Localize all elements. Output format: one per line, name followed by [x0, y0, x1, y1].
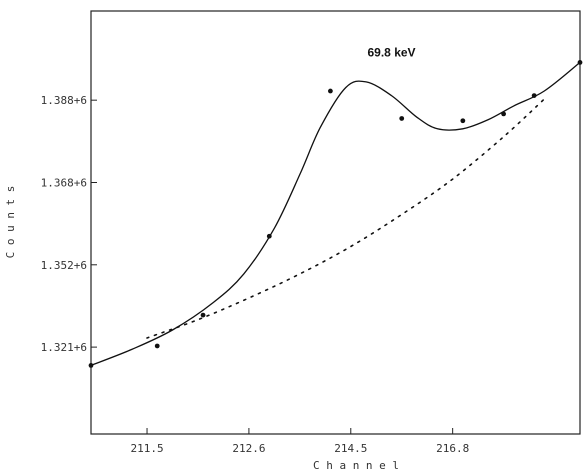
data-point — [531, 93, 537, 98]
data-point — [88, 363, 94, 368]
data-point — [266, 233, 272, 239]
background-curve — [146, 98, 546, 339]
x-tick-label: 216.8 — [436, 442, 469, 455]
data-point — [328, 88, 333, 94]
series-layer — [90, 61, 581, 367]
plot-frame — [90, 10, 581, 435]
y-tick-label: 1.321+6 — [41, 341, 87, 354]
y-tick-label: 1.352+6 — [41, 259, 87, 272]
peak-annotation: 69.8 keV — [368, 46, 416, 60]
y-axis-title: C o u n t s — [4, 186, 17, 259]
x-axis-ticks: 211.5 212.6 214.5 216.8 — [130, 428, 469, 455]
data-point — [501, 111, 506, 117]
y-axis-ticks: 1.321+6 1.352+6 1.368+6 1.388+6 — [41, 94, 97, 354]
y-tick-label: 1.368+6 — [41, 176, 87, 189]
x-axis-title: C h a n n e l — [313, 459, 399, 472]
data-point — [154, 343, 160, 349]
y-tick-label: 1.388+6 — [41, 94, 87, 107]
data-point — [399, 116, 405, 121]
x-tick-label: 214.5 — [334, 442, 367, 455]
data-point — [577, 60, 583, 65]
x-tick-label: 211.5 — [130, 442, 163, 455]
data-points — [88, 60, 583, 368]
data-point — [460, 118, 466, 124]
fit-curve — [90, 61, 581, 367]
data-point — [200, 312, 206, 318]
x-tick-label: 212.6 — [232, 442, 265, 455]
